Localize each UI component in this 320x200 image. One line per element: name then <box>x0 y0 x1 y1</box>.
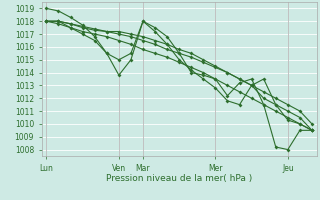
X-axis label: Pression niveau de la mer( hPa ): Pression niveau de la mer( hPa ) <box>106 174 252 183</box>
